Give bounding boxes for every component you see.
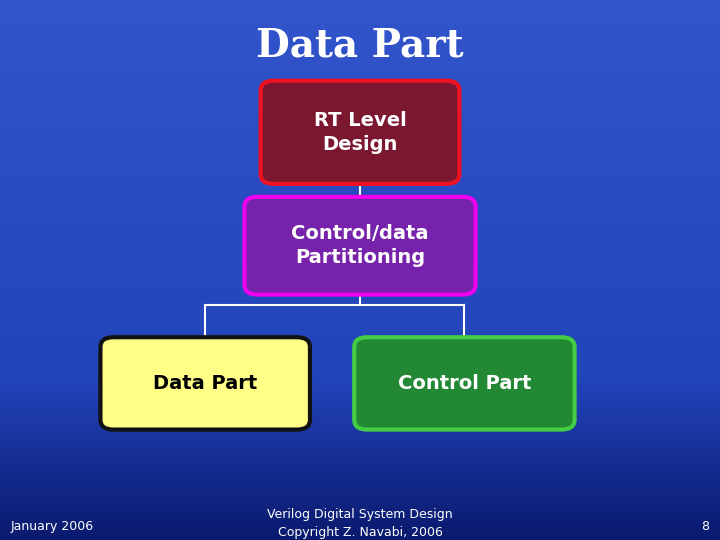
FancyBboxPatch shape: [245, 197, 475, 295]
Text: 8: 8: [701, 520, 709, 533]
Text: Data Part: Data Part: [256, 27, 464, 65]
Text: RT Level
Design: RT Level Design: [314, 111, 406, 154]
Text: Data Part: Data Part: [153, 374, 257, 393]
FancyBboxPatch shape: [354, 337, 575, 430]
Text: Control/data
Partitioning: Control/data Partitioning: [292, 224, 428, 267]
Text: Control Part: Control Part: [397, 374, 531, 393]
FancyBboxPatch shape: [100, 337, 310, 430]
Text: January 2006: January 2006: [11, 520, 94, 533]
FancyBboxPatch shape: [261, 80, 459, 184]
Text: Verilog Digital System Design
Copyright Z. Navabi, 2006: Verilog Digital System Design Copyright …: [267, 508, 453, 539]
